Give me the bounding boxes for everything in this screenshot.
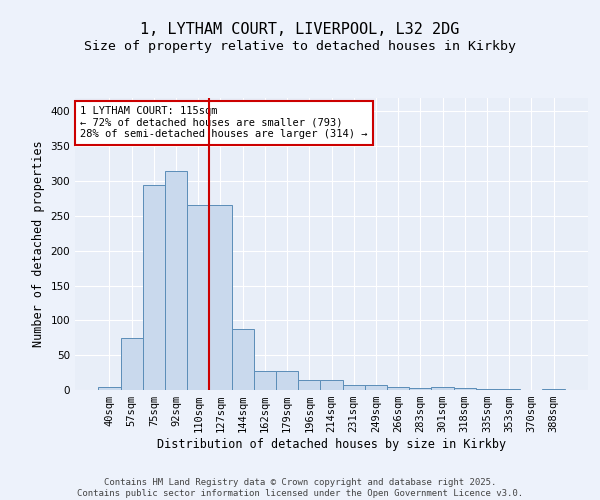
Text: Size of property relative to detached houses in Kirkby: Size of property relative to detached ho… xyxy=(84,40,516,53)
Bar xyxy=(298,380,320,390)
Bar xyxy=(121,338,143,390)
Bar xyxy=(542,388,565,390)
Bar xyxy=(365,385,387,390)
Bar xyxy=(476,388,498,390)
X-axis label: Distribution of detached houses by size in Kirkby: Distribution of detached houses by size … xyxy=(157,438,506,451)
Bar xyxy=(165,170,187,390)
Bar xyxy=(276,371,298,390)
Bar xyxy=(254,370,276,390)
Text: 1 LYTHAM COURT: 115sqm
← 72% of detached houses are smaller (793)
28% of semi-de: 1 LYTHAM COURT: 115sqm ← 72% of detached… xyxy=(80,106,368,140)
Bar xyxy=(209,206,232,390)
Bar xyxy=(320,380,343,390)
Bar xyxy=(409,388,431,390)
Bar xyxy=(498,388,520,390)
Bar xyxy=(187,206,209,390)
Bar xyxy=(232,328,254,390)
Bar xyxy=(98,386,121,390)
Text: 1, LYTHAM COURT, LIVERPOOL, L32 2DG: 1, LYTHAM COURT, LIVERPOOL, L32 2DG xyxy=(140,22,460,38)
Bar xyxy=(143,184,165,390)
Bar xyxy=(343,385,365,390)
Bar xyxy=(431,387,454,390)
Y-axis label: Number of detached properties: Number of detached properties xyxy=(32,140,45,347)
Bar xyxy=(454,388,476,390)
Text: Contains HM Land Registry data © Crown copyright and database right 2025.
Contai: Contains HM Land Registry data © Crown c… xyxy=(77,478,523,498)
Bar xyxy=(387,386,409,390)
